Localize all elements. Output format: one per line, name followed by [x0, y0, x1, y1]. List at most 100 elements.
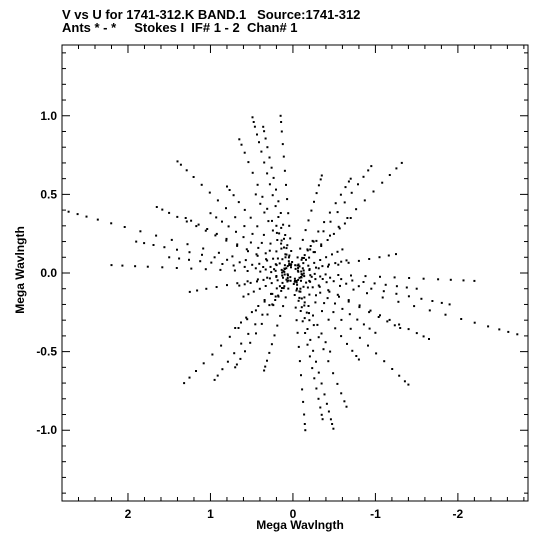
uv-point	[161, 266, 164, 269]
uv-point	[247, 332, 250, 335]
uv-point	[110, 264, 113, 267]
uv-point	[266, 259, 269, 262]
uv-point	[274, 269, 277, 272]
y-axis-label: Mega Wavlngth	[13, 226, 27, 314]
uv-point	[284, 296, 287, 299]
uv-point	[398, 374, 401, 377]
uv-point	[329, 234, 331, 237]
uv-point	[245, 248, 248, 251]
uv-point	[290, 263, 293, 266]
uv-point	[326, 239, 329, 241]
uv-point	[407, 328, 410, 331]
uv-point	[282, 155, 285, 158]
uv-point	[161, 208, 164, 211]
uv-point	[183, 382, 186, 385]
uv-point	[226, 185, 228, 188]
uv-point	[227, 225, 230, 228]
uv-point	[266, 146, 269, 149]
uv-point	[155, 234, 158, 237]
uv-point	[134, 265, 137, 268]
uv-point	[268, 277, 271, 280]
uv-point	[296, 256, 299, 259]
uv-point	[301, 320, 304, 323]
uv-point	[285, 253, 288, 256]
uv-point	[185, 169, 188, 172]
uv-point	[294, 306, 297, 309]
uv-point	[487, 325, 490, 328]
uv-point	[257, 305, 260, 307]
uv-point	[168, 256, 171, 259]
uv-point	[340, 278, 343, 281]
uv-point	[311, 367, 314, 370]
uv-point	[303, 413, 306, 416]
uv-point	[258, 262, 261, 265]
uv-point	[256, 280, 258, 283]
uv-point	[381, 296, 384, 299]
uv-point	[264, 285, 267, 287]
uv-point	[302, 262, 305, 265]
uv-point	[285, 183, 287, 186]
y-tick-label: 0.5	[40, 187, 57, 201]
uv-point	[338, 227, 341, 230]
uv-point	[249, 341, 252, 344]
uv-point	[256, 225, 259, 228]
uv-point	[302, 269, 305, 272]
uv-point	[272, 176, 275, 179]
uv-point	[251, 263, 254, 266]
uv-point	[298, 360, 301, 363]
uv-point	[325, 402, 328, 405]
uv-point	[270, 282, 273, 285]
uv-point	[213, 256, 216, 259]
uv-point	[235, 230, 237, 233]
uv-point	[231, 255, 234, 258]
uv-point	[473, 279, 476, 282]
uv-point	[288, 262, 291, 265]
uv-point	[298, 296, 301, 299]
uv-point	[325, 281, 328, 284]
uv-point	[324, 273, 327, 276]
uv-point	[249, 281, 252, 284]
uv-point	[263, 369, 266, 372]
uv-point	[279, 212, 282, 214]
uv-point	[498, 328, 501, 331]
uv-point	[355, 355, 358, 357]
uv-point	[277, 294, 280, 297]
uv-point	[228, 189, 231, 191]
uv-point	[247, 293, 250, 296]
uv-point	[516, 333, 519, 336]
uv-point	[300, 297, 303, 300]
uv-point	[286, 244, 289, 247]
uv-point	[345, 259, 348, 262]
uv-point	[300, 279, 302, 282]
uv-point	[290, 250, 293, 252]
uv-point	[170, 238, 173, 241]
x-tick-label: -2	[453, 507, 464, 521]
uv-point	[268, 351, 271, 354]
uv-points	[67, 114, 519, 432]
uv-point	[121, 264, 124, 267]
uv-point	[179, 163, 182, 166]
uv-point	[293, 277, 296, 280]
uv-point	[280, 268, 283, 271]
uv-point	[395, 167, 398, 170]
uv-point	[309, 280, 312, 283]
uv-point	[279, 314, 282, 317]
uv-point	[284, 256, 287, 259]
uv-point	[349, 327, 352, 330]
uv-point	[286, 277, 289, 279]
uv-point	[351, 349, 354, 352]
uv-point	[343, 222, 346, 225]
uv-point	[237, 201, 240, 204]
uv-point	[277, 200, 280, 203]
uv-point	[293, 294, 296, 296]
y-tick-label: -1.0	[36, 423, 57, 437]
uv-point	[388, 318, 391, 321]
uv-point	[357, 285, 360, 288]
uv-point	[291, 261, 294, 263]
uv-point	[345, 282, 348, 285]
uv-point	[347, 299, 350, 302]
uv-point	[245, 316, 248, 319]
uv-point	[268, 183, 271, 186]
uv-point	[287, 256, 290, 259]
